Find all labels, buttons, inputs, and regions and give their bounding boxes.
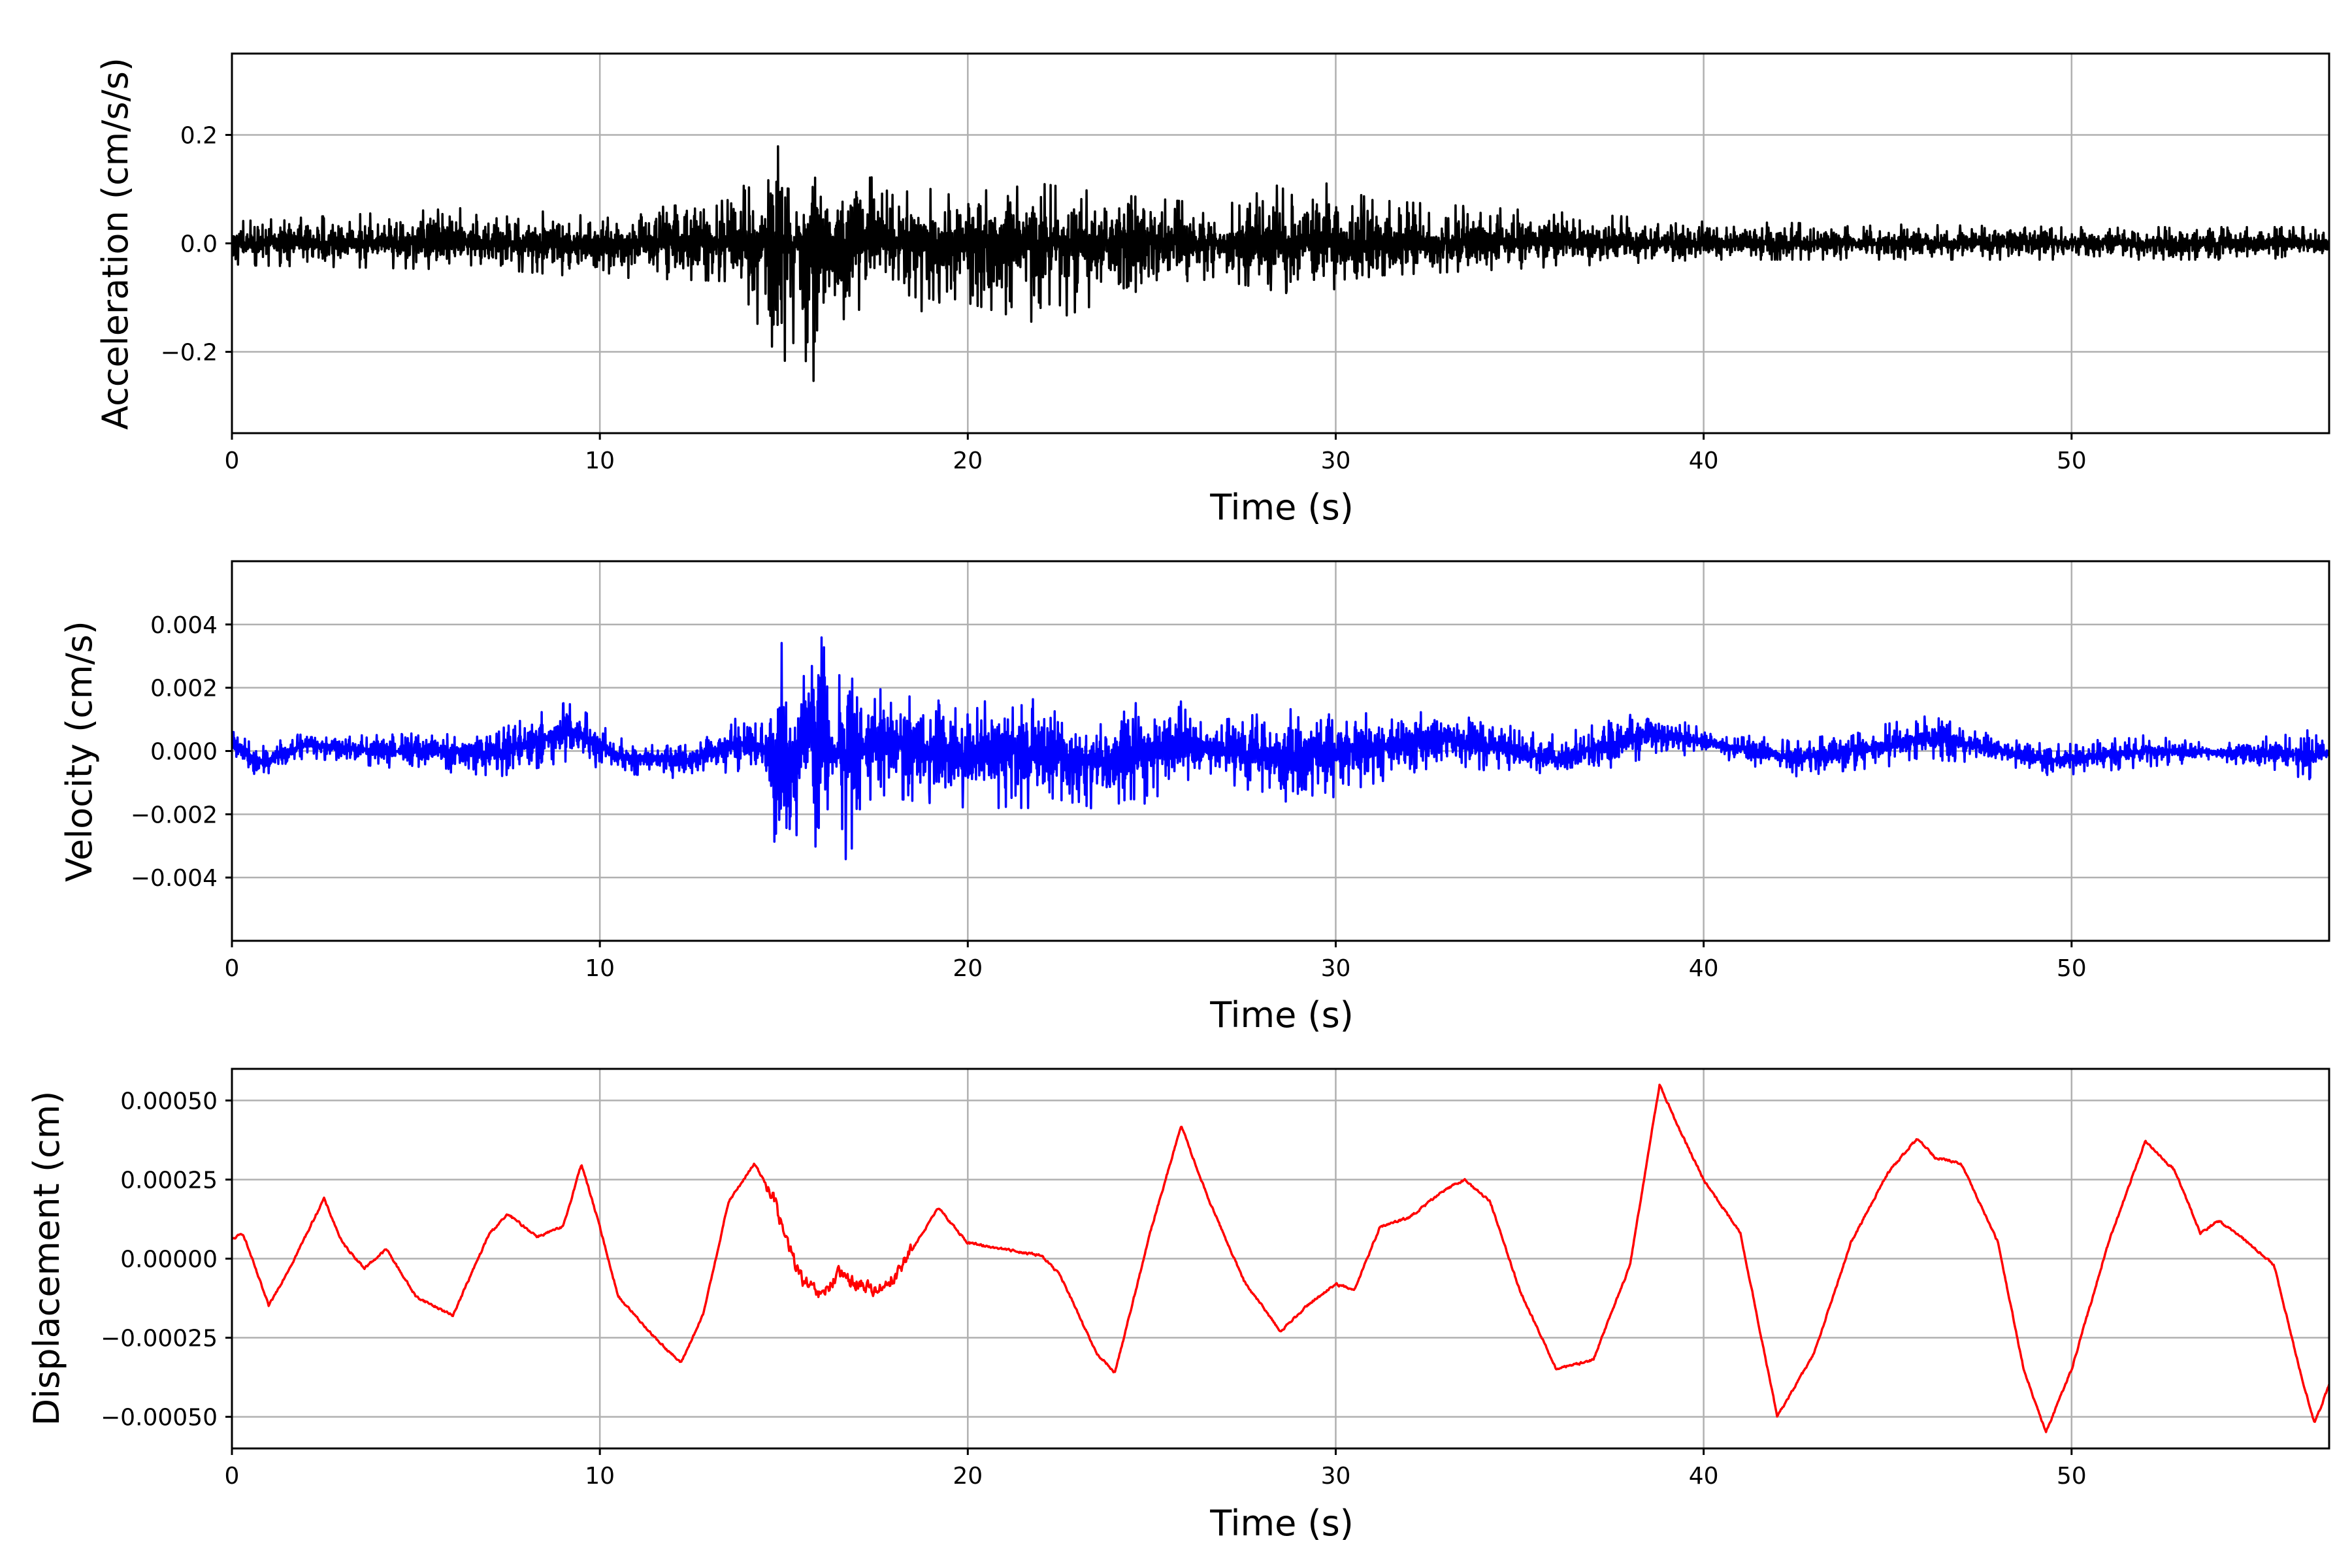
- velocity-xtick-label: 40: [1689, 955, 1719, 982]
- displacement-xtick-label: 30: [1321, 1463, 1351, 1490]
- displacement-ytick-label: −0.00050: [101, 1405, 218, 1431]
- velocity-xtick-label: 20: [953, 955, 983, 982]
- velocity-xtick-label: 0: [225, 955, 240, 982]
- velocity-ytick-label: 0.002: [150, 676, 218, 702]
- displacement-xtick-label: 50: [2057, 1463, 2087, 1490]
- acceleration-xtick-label: 50: [2057, 448, 2087, 474]
- velocity-ytick-label: −0.004: [131, 865, 218, 892]
- acceleration-xlabel: Time (s): [1209, 487, 1354, 528]
- acceleration-ytick-label: −0.2: [161, 340, 218, 367]
- displacement-ytick-label: 0.00000: [120, 1247, 218, 1273]
- velocity-trace-line: [232, 636, 2329, 860]
- acceleration-trace-line: [232, 145, 2329, 382]
- velocity-ytick-label: 0.004: [150, 612, 218, 639]
- velocity-xtick-label: 30: [1321, 955, 1351, 982]
- displacement-xtick-label: 40: [1689, 1463, 1719, 1490]
- acceleration-xtick-label: 30: [1321, 448, 1351, 474]
- acceleration-xtick-label: 20: [953, 448, 983, 474]
- displacement-xlabel: Time (s): [1209, 1503, 1354, 1544]
- displacement-ytick-label: 0.00025: [120, 1167, 218, 1194]
- displacement-panel: Displacement (cm) Time (s) 0 10 20 30 40 50 −0…: [26, 1068, 2330, 1544]
- velocity-xtick-label: 10: [585, 955, 615, 982]
- acceleration-xtick-label: 10: [585, 448, 615, 474]
- velocity-xtick-label: 50: [2057, 955, 2087, 982]
- displacement-xtick-label: 10: [585, 1463, 615, 1490]
- acceleration-panel: Acceleration (cm/s/s) Time (s) 0 10 20 30 40…: [95, 52, 2330, 528]
- velocity-panel: Velocity (cm/s) Time (s) 0 10 20 30 40 50 −0.0…: [59, 560, 2330, 1036]
- acceleration-ylabel: Acceleration (cm/s/s): [95, 57, 136, 430]
- displacement-xtick-label: 20: [953, 1463, 983, 1490]
- acceleration-xtick-label: 0: [225, 448, 240, 474]
- velocity-xlabel: Time (s): [1209, 994, 1354, 1036]
- velocity-ytick-label: −0.002: [131, 802, 218, 828]
- displacement-trace-line: [232, 1083, 2329, 1433]
- displacement-ytick-label: −0.00025: [101, 1326, 218, 1352]
- velocity-ylabel: Velocity (cm/s): [59, 621, 100, 882]
- displacement-xtick-label: 0: [225, 1463, 240, 1490]
- acceleration-ytick-label: 0.2: [180, 123, 218, 150]
- acceleration-xtick-label: 40: [1689, 448, 1719, 474]
- displacement-ylabel: Displacement (cm): [26, 1091, 67, 1426]
- acceleration-ytick-label: 0.0: [180, 231, 218, 258]
- velocity-ytick-label: 0.000: [150, 739, 218, 766]
- displacement-ytick-label: 0.00050: [120, 1088, 218, 1115]
